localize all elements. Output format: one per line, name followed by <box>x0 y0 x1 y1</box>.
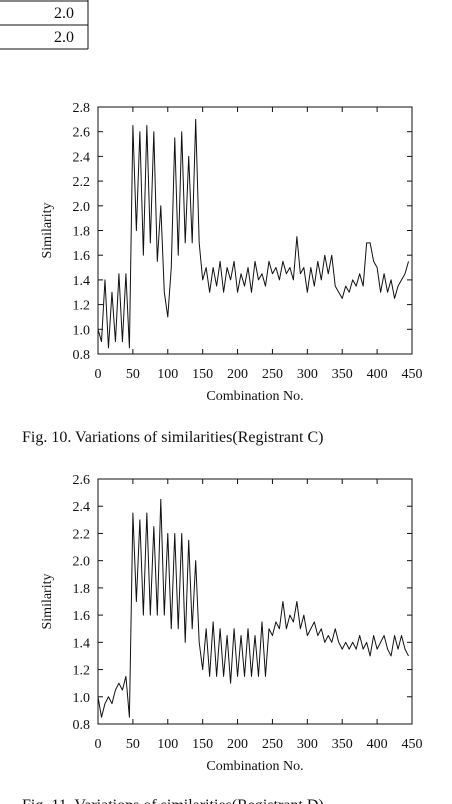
x-axis-label: Combination No. <box>206 759 303 774</box>
y-tick-label: 2.8 <box>73 101 91 116</box>
x-tick-label: 100 <box>157 737 178 752</box>
x-axis-label: Combination No. <box>206 389 303 404</box>
table-fragment: 2.0 2.0 <box>0 0 89 50</box>
chart: 0.8 1.0 1.2 1.4 1.6 1.8 2.0 2.2 2.4 2.6 0 50 100 150 2… <box>22 473 423 804</box>
y-tick-label: 2.4 <box>73 500 91 515</box>
x-tick-label: 350 <box>332 737 353 752</box>
y-tick-label: 2.0 <box>73 555 91 570</box>
x-tick-label: 250 <box>262 737 283 752</box>
y-tick-label: 1.4 <box>73 636 91 651</box>
y-tick-label: 1.2 <box>73 299 91 314</box>
x-tick-label: 0 <box>95 737 102 752</box>
x-tick-label: 200 <box>227 367 248 382</box>
y-tick-label: 1.6 <box>73 609 91 624</box>
y-tick-label: 1.8 <box>73 225 91 240</box>
y-tick-label: 2.2 <box>73 527 91 542</box>
x-tick-label: 50 <box>126 367 140 382</box>
x-tick-label: 150 <box>192 367 213 382</box>
y-tick-label: 0.8 <box>73 348 91 363</box>
x-tick-label: 200 <box>227 737 248 752</box>
x-tick-label: 300 <box>297 367 318 382</box>
x-tick-label: 450 <box>402 737 423 752</box>
x-tick-label: 400 <box>367 367 388 382</box>
y-tick-label: 0.8 <box>73 718 91 733</box>
y-tick-label: 2.6 <box>73 126 91 141</box>
y-tick-label: 1.8 <box>73 582 91 597</box>
plot-frame <box>97 478 413 725</box>
x-tick-label: 450 <box>402 367 423 382</box>
table-cell: 2.0 <box>54 29 74 46</box>
data-line <box>97 498 409 718</box>
y-axis-label: Similarity <box>40 574 55 630</box>
figure-caption: Fig. 10. Variations of similarities(Regi… <box>22 429 323 446</box>
y-tick-label: 2.6 <box>73 473 91 488</box>
x-tick-label: 250 <box>262 367 283 382</box>
x-tick-label: 0 <box>95 367 102 382</box>
x-tick-label: 350 <box>332 367 353 382</box>
x-tick-label: 300 <box>297 737 318 752</box>
plot-frame <box>97 106 413 355</box>
y-tick-label: 1.0 <box>73 691 91 706</box>
y-tick-label: 2.2 <box>73 175 91 190</box>
y-axis-label: Similarity <box>40 203 55 259</box>
table-cell: 2.0 <box>54 5 74 22</box>
y-tick-label: 2.0 <box>73 200 91 215</box>
chart: 0.8 1.0 1.2 1.4 1.6 1.8 2.0 2.2 2.4 2.6 2.8 0 50 100 1… <box>22 101 423 446</box>
y-tick-label: 1.6 <box>73 249 91 264</box>
y-tick-label: 1.4 <box>73 274 91 289</box>
x-tick-label: 400 <box>367 737 388 752</box>
y-tick-label: 2.4 <box>73 150 91 165</box>
y-tick-label: 1.2 <box>73 664 91 679</box>
data-line <box>97 118 409 349</box>
x-tick-label: 150 <box>192 737 213 752</box>
x-tick-label: 50 <box>126 737 140 752</box>
y-tick-label: 1.0 <box>73 323 91 338</box>
x-tick-label: 100 <box>157 367 178 382</box>
figure-caption: Fig. 11. Variations of similarities(Regi… <box>22 797 324 804</box>
